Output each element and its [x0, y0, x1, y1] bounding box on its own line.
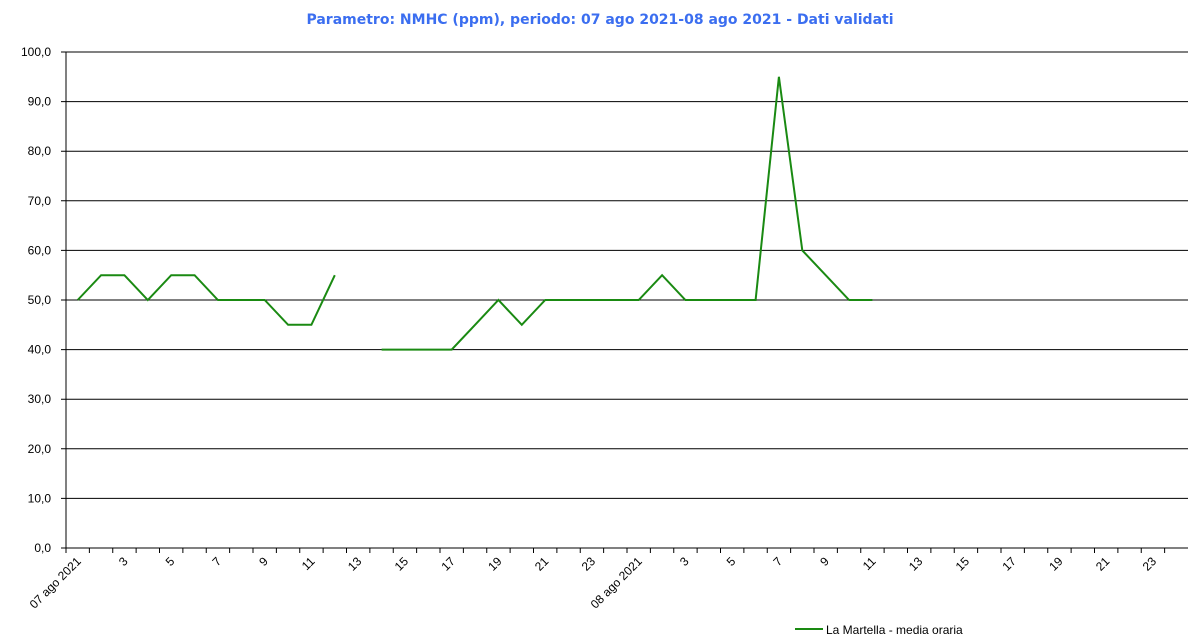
x-tick-label: 17	[438, 554, 458, 574]
y-tick-label: 70,0	[28, 194, 52, 208]
x-tick-label: 15	[392, 554, 412, 574]
x-tick-label: 5	[163, 554, 178, 569]
x-tick-label: 3	[116, 554, 131, 569]
x-tick-label: 23	[1140, 554, 1160, 574]
y-tick-label: 20,0	[28, 442, 52, 456]
x-tick-label: 11	[860, 554, 879, 573]
y-tick-label: 80,0	[28, 144, 52, 158]
x-tick-label: 9	[817, 554, 832, 569]
x-tick-label: 19	[485, 554, 505, 574]
data-line	[76, 76, 873, 351]
x-tick-label: 3	[677, 554, 692, 569]
x-tick-label: 19	[1046, 554, 1066, 574]
y-tick-label: 100,0	[21, 45, 51, 59]
x-tick-label: 07 ago 2021	[27, 554, 84, 611]
legend-label: La Martella - media oraria	[826, 623, 963, 637]
y-tick-label: 10,0	[28, 491, 52, 505]
x-tick-label: 15	[953, 554, 973, 574]
y-tick-label: 30,0	[28, 392, 52, 406]
chart-title: Parametro: NMHC (ppm), periodo: 07 ago 2…	[306, 12, 893, 28]
x-tick-label: 17	[999, 554, 1019, 574]
x-tick-label: 13	[906, 554, 926, 574]
y-tick-label: 90,0	[28, 95, 52, 109]
x-tick-label: 21	[532, 554, 552, 574]
x-tick-label: 21	[1093, 554, 1113, 574]
x-tick-label: 13	[345, 554, 365, 574]
x-tick-label: 7	[209, 554, 224, 569]
y-tick-label: 50,0	[28, 293, 52, 307]
x-tick-label: 23	[579, 554, 599, 574]
y-tick-label: 60,0	[28, 243, 52, 257]
x-tick-label: 9	[256, 554, 271, 569]
y-tick-label: 40,0	[28, 343, 52, 357]
y-tick-label: 0,0	[34, 541, 51, 555]
x-tick-label: 7	[770, 554, 785, 569]
x-tick-label: 11	[299, 554, 318, 573]
x-tick-label: 5	[724, 554, 739, 569]
